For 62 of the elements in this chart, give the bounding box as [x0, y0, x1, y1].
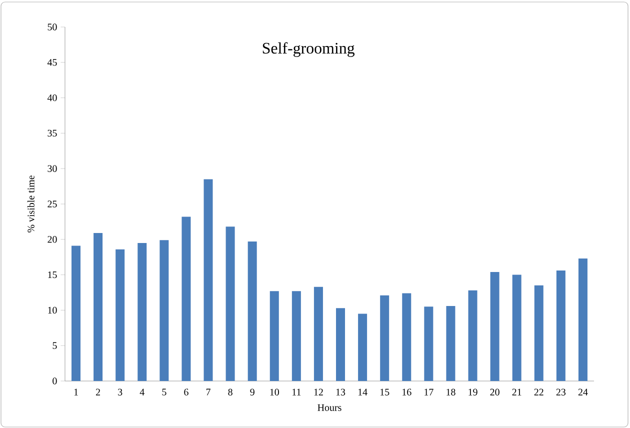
x-tick-label: 21 — [512, 388, 522, 396]
y-axis-title: % visible time — [27, 176, 34, 232]
y-tick-label: 35 — [48, 130, 57, 137]
bar — [160, 240, 169, 381]
x-tick-label: 24 — [578, 388, 588, 396]
x-tick-label: 22 — [534, 388, 544, 396]
x-tick-label: 15 — [380, 388, 390, 396]
x-tick-label: 23 — [556, 388, 566, 396]
x-tick-label: 3 — [118, 388, 122, 396]
x-tick-label: 17 — [424, 388, 434, 396]
y-tick-label: 40 — [47, 94, 57, 102]
bar — [182, 216, 191, 381]
bar — [226, 226, 235, 381]
bar — [490, 272, 500, 381]
bar — [72, 246, 81, 381]
bar — [116, 249, 125, 381]
y-tick-label: 0 — [52, 378, 57, 384]
bar — [336, 308, 346, 381]
x-tick-label: 4 — [140, 388, 144, 396]
bar — [556, 270, 566, 381]
bar — [138, 242, 147, 381]
x-tick-label: 16 — [402, 388, 412, 396]
x-tick-label: 20 — [490, 388, 500, 396]
bar — [380, 295, 390, 381]
x-axis-title: Hours — [318, 404, 342, 411]
bar — [424, 306, 434, 381]
y-tick-label: 15 — [48, 271, 57, 278]
bar — [270, 291, 279, 381]
x-tick-label: 6 — [184, 388, 188, 396]
x-tick-label: 13 — [336, 388, 346, 396]
x-tick-label: 9 — [250, 388, 254, 396]
bar — [534, 285, 544, 381]
bar — [94, 233, 103, 381]
x-tick-label: 14 — [358, 388, 368, 396]
y-tick-label: 25 — [48, 200, 57, 208]
bar — [292, 291, 301, 381]
x-tick-label: 10 — [270, 388, 279, 396]
bar — [402, 293, 412, 381]
bar — [314, 286, 323, 381]
x-tick-label: 7 — [206, 388, 210, 396]
x-tick-label: 1 — [74, 388, 78, 396]
x-tick-label: 5 — [162, 388, 166, 396]
x-tick-label: 18 — [446, 388, 456, 396]
y-tick-label: 45 — [47, 59, 57, 66]
bar — [204, 179, 213, 381]
text: Self-grooming — [262, 42, 355, 57]
x-tick-label: 8 — [228, 388, 232, 396]
y-tick-label: 50 — [48, 24, 57, 30]
bar — [358, 314, 368, 381]
y-tick-label: 30 — [48, 165, 57, 172]
y-tick-label: 20 — [48, 236, 57, 243]
bar — [512, 274, 522, 381]
bar — [578, 258, 588, 381]
x-tick-label: 2 — [96, 388, 100, 396]
y-tick-label: 10 — [48, 306, 57, 314]
bar — [468, 290, 478, 381]
bar — [446, 306, 456, 381]
x-tick-label: 11 — [292, 388, 301, 396]
x-tick-label: 19 — [468, 388, 478, 396]
x-tick-label: 12 — [314, 388, 323, 396]
bar — [248, 242, 257, 381]
y-tick-label: 5 — [52, 342, 57, 349]
